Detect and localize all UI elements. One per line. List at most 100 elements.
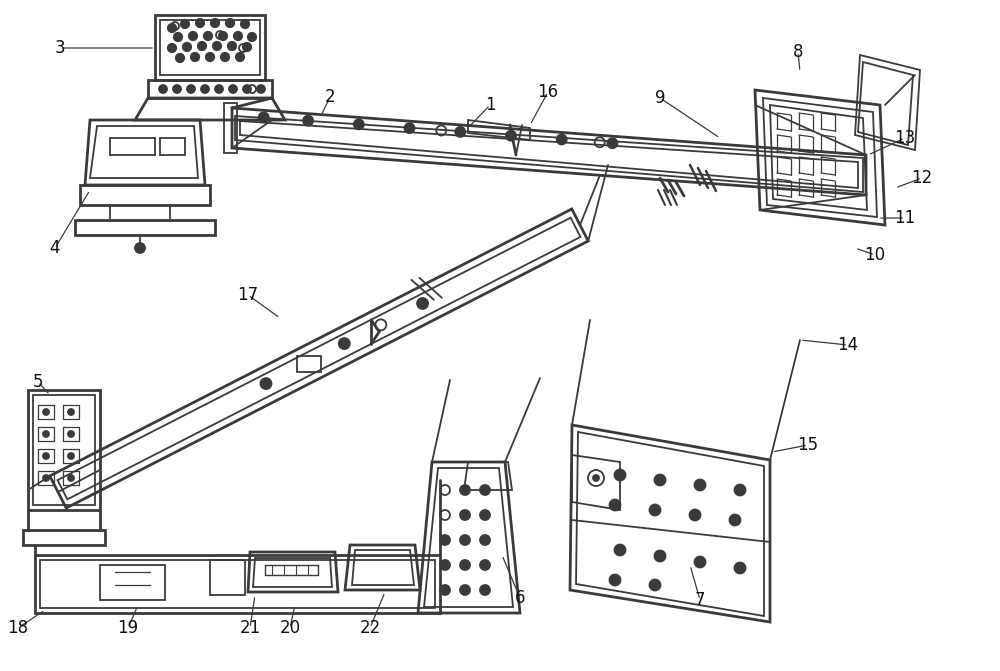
Text: 16: 16 xyxy=(537,83,559,101)
Circle shape xyxy=(417,298,428,309)
Circle shape xyxy=(68,409,74,415)
Circle shape xyxy=(43,453,49,459)
Circle shape xyxy=(694,480,706,491)
Bar xyxy=(297,356,321,372)
Circle shape xyxy=(236,53,244,61)
Text: 10: 10 xyxy=(864,246,886,264)
Circle shape xyxy=(68,453,74,459)
Circle shape xyxy=(480,510,490,520)
Circle shape xyxy=(135,243,145,253)
Circle shape xyxy=(201,85,209,93)
Circle shape xyxy=(339,338,350,349)
Circle shape xyxy=(259,112,269,122)
Circle shape xyxy=(614,544,626,556)
Text: 22: 22 xyxy=(359,619,381,637)
Text: 19: 19 xyxy=(117,619,139,637)
Text: 11: 11 xyxy=(894,209,916,227)
Circle shape xyxy=(607,138,617,148)
Circle shape xyxy=(43,409,49,415)
Text: 18: 18 xyxy=(7,619,29,637)
Text: 14: 14 xyxy=(837,336,859,354)
Circle shape xyxy=(460,485,470,495)
Text: 5: 5 xyxy=(33,373,43,391)
Circle shape xyxy=(229,85,237,93)
Circle shape xyxy=(440,535,450,545)
Text: 4: 4 xyxy=(50,239,60,257)
Circle shape xyxy=(440,560,450,570)
Circle shape xyxy=(480,485,490,495)
Circle shape xyxy=(460,510,470,520)
Circle shape xyxy=(187,85,195,93)
Bar xyxy=(210,560,245,595)
Circle shape xyxy=(226,19,234,28)
Circle shape xyxy=(181,20,189,28)
Text: 3: 3 xyxy=(55,39,65,57)
Circle shape xyxy=(506,131,516,141)
Circle shape xyxy=(650,505,660,515)
Circle shape xyxy=(183,43,191,51)
Circle shape xyxy=(168,44,176,52)
Circle shape xyxy=(303,115,313,125)
Text: 7: 7 xyxy=(695,591,705,609)
Text: 17: 17 xyxy=(237,286,259,304)
Text: 15: 15 xyxy=(797,436,819,454)
Circle shape xyxy=(460,560,470,570)
Circle shape xyxy=(198,42,206,50)
Circle shape xyxy=(196,19,204,28)
Circle shape xyxy=(43,431,49,437)
Circle shape xyxy=(174,33,182,41)
Circle shape xyxy=(159,85,167,93)
Circle shape xyxy=(593,475,599,481)
Circle shape xyxy=(234,32,242,40)
Circle shape xyxy=(219,32,227,40)
Text: 1: 1 xyxy=(485,96,495,114)
Circle shape xyxy=(440,585,450,595)
Circle shape xyxy=(460,535,470,545)
Circle shape xyxy=(257,85,265,93)
Circle shape xyxy=(241,20,249,28)
Circle shape xyxy=(654,474,666,486)
Circle shape xyxy=(480,585,490,595)
Text: 21: 21 xyxy=(239,619,261,637)
Circle shape xyxy=(206,53,214,61)
Text: 2: 2 xyxy=(325,88,335,106)
Text: 6: 6 xyxy=(515,589,525,607)
Circle shape xyxy=(176,54,184,62)
Circle shape xyxy=(650,580,660,590)
Circle shape xyxy=(243,85,251,93)
Circle shape xyxy=(460,585,470,595)
Circle shape xyxy=(730,515,740,525)
Circle shape xyxy=(480,535,490,545)
Circle shape xyxy=(610,499,620,511)
Circle shape xyxy=(173,85,181,93)
Circle shape xyxy=(690,509,700,521)
Circle shape xyxy=(354,119,364,130)
Circle shape xyxy=(213,42,221,50)
Circle shape xyxy=(610,574,620,586)
Text: 9: 9 xyxy=(655,89,665,107)
Circle shape xyxy=(455,127,465,137)
Circle shape xyxy=(68,475,74,481)
Text: 20: 20 xyxy=(279,619,301,637)
Circle shape xyxy=(734,484,746,495)
Circle shape xyxy=(215,85,223,93)
Text: 13: 13 xyxy=(894,129,916,147)
Circle shape xyxy=(204,32,212,40)
Circle shape xyxy=(405,123,415,133)
Circle shape xyxy=(221,53,229,61)
Circle shape xyxy=(43,475,49,481)
Circle shape xyxy=(694,556,706,568)
Circle shape xyxy=(248,33,256,41)
Circle shape xyxy=(734,562,746,574)
Circle shape xyxy=(68,431,74,437)
Circle shape xyxy=(260,378,271,389)
Bar xyxy=(100,565,165,600)
Circle shape xyxy=(211,19,219,28)
Circle shape xyxy=(168,23,176,32)
Circle shape xyxy=(191,53,199,61)
Circle shape xyxy=(189,32,197,40)
Text: 8: 8 xyxy=(793,43,803,61)
Circle shape xyxy=(480,560,490,570)
Circle shape xyxy=(654,550,666,562)
Circle shape xyxy=(557,134,567,144)
